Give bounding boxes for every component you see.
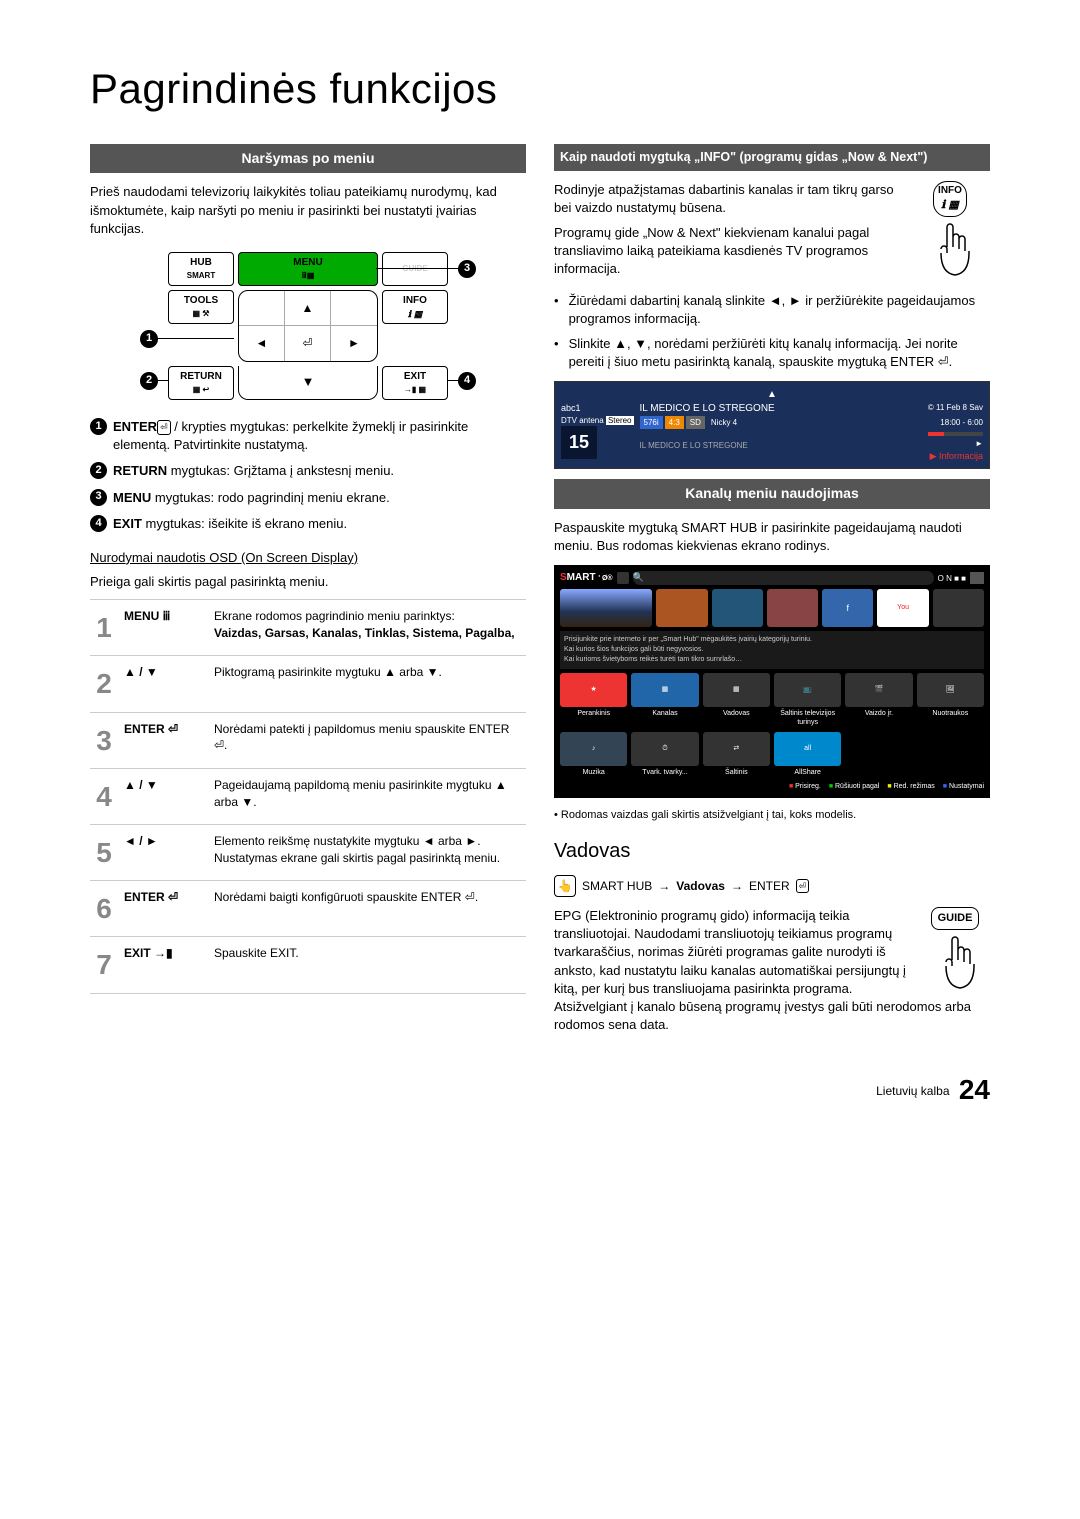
- remote-dpad: ▲ ◄⏎►: [238, 290, 378, 362]
- hand-tap-icon: 👆: [554, 875, 576, 897]
- channel-intro: Paspauskite mygtuką SMART HUB ir pasirin…: [554, 519, 990, 555]
- nav-intro: Prieš naudodami televizorių laikykitės t…: [90, 183, 526, 238]
- remote-info: INFOℹ ▦: [382, 290, 448, 324]
- left-column: Naršymas po meniu Prieš naudodami televi…: [90, 144, 526, 1041]
- remote-button-descriptions: 1ENTER⏎ / krypties mygtukas: perkelkite …: [90, 418, 526, 533]
- hand-icon: [925, 219, 975, 279]
- osd-sub: Prieiga gali skirtis pagal pasirinktą me…: [90, 573, 526, 591]
- info-bullets: Žiūrėdami dabartinį kanalą slinkite ◄, ►…: [554, 292, 990, 371]
- info-section-header: Kaip naudoti mygtuką „INFO" (programų gi…: [554, 144, 990, 172]
- page-footer: Lietuvių kalba 24: [90, 1070, 990, 1109]
- remote-diagram: HUBSMART MENUⅲ▦ GUIDE TOOLS▦ ⚒ ▲ ◄⏎► INF…: [168, 252, 448, 400]
- right-column: Kaip naudoti mygtuką „INFO" (programų gi…: [554, 144, 990, 1041]
- guide-button-graphic: GUIDE: [920, 907, 990, 998]
- marker-4: 4: [458, 372, 476, 390]
- remote-hub: HUBSMART: [168, 252, 234, 286]
- remote-tools: TOOLS▦ ⚒: [168, 290, 234, 324]
- smart-hub-preview: SSMARTMART ' Ø® 🔍 O N ■ ■ f You Prisijun…: [554, 565, 990, 798]
- hand-icon: [930, 932, 980, 992]
- guide-nav-path: 👆 SMART HUB → Vadovas → ENTER⏎: [554, 875, 990, 897]
- page-title: Pagrindinės funkcijos: [90, 60, 990, 119]
- nav-section-header: Naršymas po meniu: [90, 144, 526, 174]
- remote-menu: MENUⅲ▦: [238, 252, 378, 286]
- osd-table: 1MENU ⅲEkrane rodomos pagrindinio meniu …: [90, 599, 526, 993]
- model-note: Rodomas vaizdas gali skirtis atsižvelgia…: [554, 808, 990, 823]
- guide-title: Vadovas: [554, 837, 990, 865]
- smart-label: SMART: [187, 270, 215, 281]
- channel-section-header: Kanalų meniu naudojimas: [554, 479, 990, 509]
- remote-exit: EXIT→▮ ▦: [382, 366, 448, 400]
- epg-preview: ▲ abc1 DTV antena Stereo 15 IL MEDICO E …: [554, 381, 990, 469]
- marker-3: 3: [458, 260, 476, 278]
- info-button-graphic: INFOℹ ▦: [910, 181, 990, 284]
- remote-return: RETURN▦ ↩: [168, 366, 234, 400]
- search-bar: 🔍: [633, 571, 934, 585]
- osd-heading: Nurodymai naudotis OSD (On Screen Displa…: [90, 549, 526, 567]
